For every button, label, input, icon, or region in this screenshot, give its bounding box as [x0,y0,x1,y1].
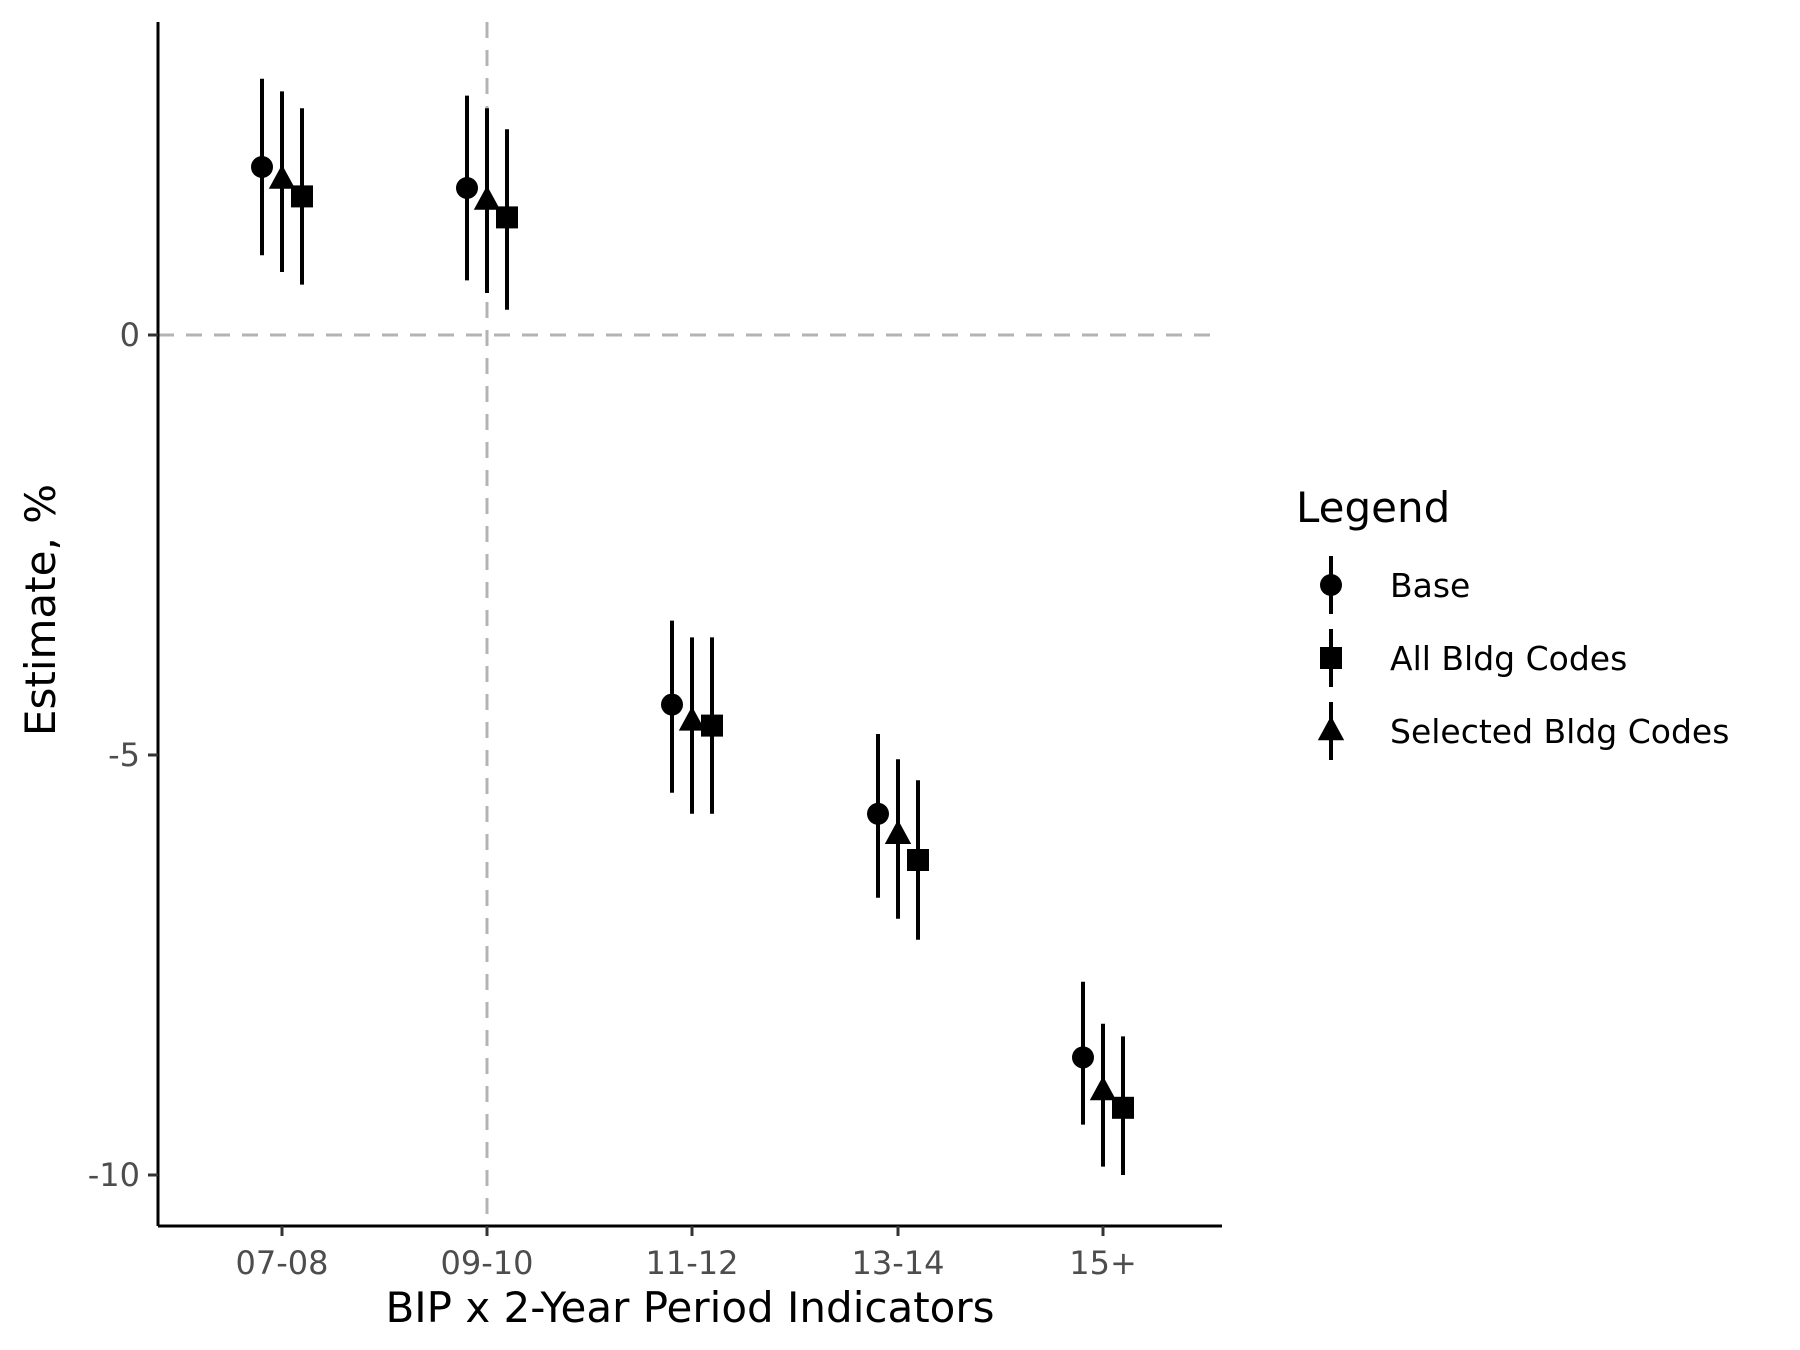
data-point-triangle [678,706,706,731]
legend-label: Selected Bldg Codes [1390,712,1729,751]
x-tick-label: 13-14 [852,1244,945,1282]
data-point-square [907,849,929,871]
x-tick-label: 15+ [1069,1244,1137,1282]
data-point-triangle [1089,1075,1117,1101]
x-tick-label: 07-08 [236,1244,329,1282]
data-point-circle [251,156,273,178]
y-tick-label: -5 [108,736,140,774]
axes: 0 -5 -10 07-08 09-10 11-12 13-14 15+ [88,22,1222,1282]
y-tick-label: 0 [120,316,140,354]
data-point-square [291,185,313,208]
data-point-circle [867,802,889,825]
legend-key-triangle [1317,715,1345,741]
x-tick-label: 09-10 [441,1244,534,1282]
data-point-triangle [268,164,296,189]
data-point-square [496,206,518,229]
data-point-square [1112,1096,1134,1119]
data-point-circle [456,177,478,199]
data-point-triangle [473,185,501,210]
x-tick-label: 11-12 [646,1244,739,1282]
data-point-circle [661,693,683,716]
y-tick-label: -10 [88,1156,140,1194]
data-point-triangle [884,819,912,844]
data-point-circle [1072,1046,1094,1069]
legend-label: All Bldg Codes [1390,639,1627,678]
legend-label: Base [1390,566,1470,605]
legend-title: Legend [1296,483,1450,532]
plot-area [158,22,1222,1226]
x-axis-title: BIP x 2-Year Period Indicators [385,1283,994,1332]
data-point-square [701,714,723,737]
legend: Legend Base All Bldg Codes Selected Bldg C… [1296,483,1729,760]
y-axis-title: Estimate, % [16,484,65,736]
legend-key-circle [1320,574,1342,596]
legend-key-square [1320,647,1342,669]
